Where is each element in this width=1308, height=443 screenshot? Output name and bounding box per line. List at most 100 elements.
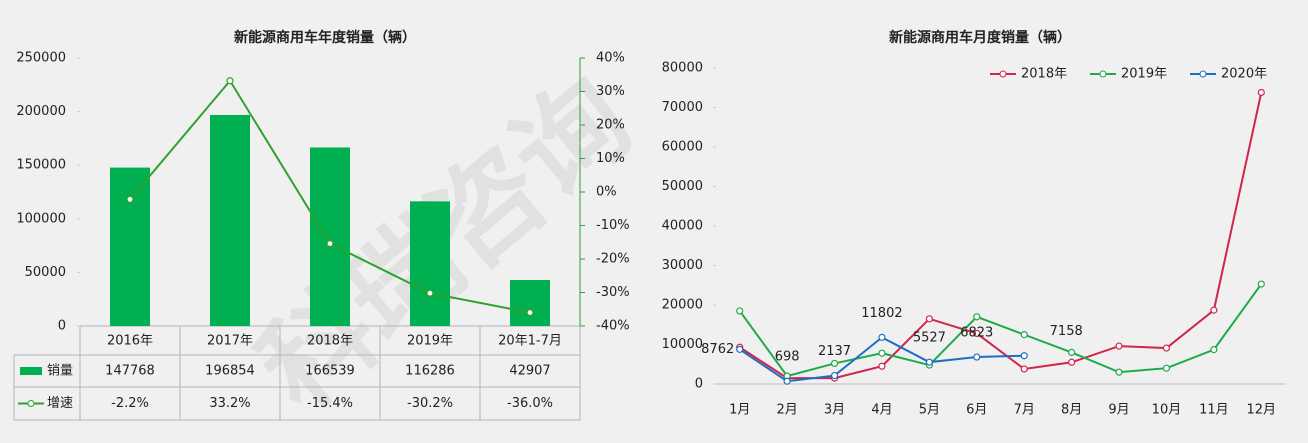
point (973, 329, 981, 338)
y-tick-label: 200000 (16, 104, 66, 119)
table-cell: 33.2% (209, 396, 250, 411)
data-label: 2137 (818, 344, 851, 359)
legend-marker (1099, 70, 1107, 78)
table-cell: 116286 (405, 364, 455, 379)
bar (510, 280, 550, 326)
y2-tick-label: -10% (596, 218, 630, 233)
point (878, 333, 886, 341)
y-tick-label: 20000 (662, 298, 703, 313)
x-tick-label: 10月 (1152, 403, 1182, 418)
y-tick-label: 250000 (16, 51, 66, 66)
y-tick-label: 60000 (662, 140, 703, 155)
y2-tick-label: -20% (596, 252, 630, 267)
table-cell: 42907 (509, 364, 550, 379)
point (925, 315, 933, 323)
point (830, 371, 839, 380)
x-tick-label: 2016年 (107, 334, 153, 349)
point (1210, 306, 1218, 314)
y2-tick-label: 0% (596, 185, 617, 200)
x-tick-label: 9月 (1108, 403, 1129, 418)
y-tick-label: 0 (695, 377, 703, 392)
x-tick-label: 6月 (966, 403, 987, 418)
point (1162, 344, 1171, 352)
bar (110, 167, 150, 326)
series-line (739, 92, 1263, 380)
bar (310, 147, 350, 326)
x-tick-label: 4月 (871, 403, 892, 418)
point (925, 358, 933, 366)
legend-label: 销量 (47, 364, 73, 379)
data-label: 8762 (701, 342, 734, 357)
x-tick-label: 7月 (1014, 403, 1035, 418)
y-tick-label: 80000 (662, 61, 703, 76)
point (1020, 352, 1028, 360)
point (973, 313, 981, 321)
y2-tick-label: 20% (596, 118, 625, 133)
table-cell: -2.2% (111, 396, 149, 411)
x-tick-label: 11月 (1199, 403, 1229, 418)
y-tick-label: 40000 (662, 219, 703, 234)
point (126, 195, 134, 203)
data-label: 698 (775, 350, 800, 365)
legend-swatch (20, 367, 42, 375)
table-cell: -30.2% (407, 396, 453, 411)
point (326, 239, 334, 248)
x-tick-label: 8月 (1061, 403, 1082, 418)
y-tick-label: 10000 (662, 337, 703, 352)
point (973, 353, 981, 361)
y2-tick-label: -30% (596, 285, 630, 300)
y-tick-label: 150000 (16, 158, 66, 173)
table-cell: 147768 (105, 364, 155, 379)
point (878, 362, 886, 370)
y-tick-label: 50000 (25, 265, 66, 280)
x-tick-label: 20年1-7月 (498, 334, 562, 349)
table-cell: -15.4% (307, 396, 353, 411)
x-tick-label: 2019年 (407, 334, 453, 349)
legend-marker (999, 70, 1007, 78)
legend-label: 2020年 (1221, 67, 1267, 82)
table-cell: 166539 (305, 364, 355, 379)
chart-title: 新能源商用车年度销量（辆） (234, 29, 416, 46)
y-tick-label: 50000 (662, 179, 703, 194)
y-tick-label: 30000 (662, 258, 703, 273)
data-label: 6823 (960, 326, 993, 341)
point (1115, 342, 1123, 350)
x-tick-label: 5月 (919, 403, 940, 418)
point (426, 289, 434, 297)
table-cell: 196854 (205, 364, 255, 379)
legend-marker (1199, 70, 1207, 78)
series-line (738, 283, 1263, 378)
x-tick-label: 2月 (776, 403, 797, 418)
data-label: 11802 (861, 306, 902, 321)
y2-tick-label: -40% (596, 319, 630, 334)
point (736, 345, 744, 353)
legend-marker (27, 400, 35, 407)
point (830, 359, 839, 368)
data-label: 5527 (913, 331, 946, 346)
y2-tick-label: 40% (596, 51, 625, 66)
point (1210, 346, 1218, 354)
legend-label: 2019年 (1121, 67, 1167, 82)
point (736, 307, 744, 315)
point (1115, 368, 1123, 376)
data-label: 7158 (1050, 324, 1083, 339)
x-tick-label: 1月 (729, 403, 750, 418)
legend-label: 增速 (47, 396, 73, 411)
point (1020, 331, 1028, 339)
y-tick-label: 100000 (16, 211, 66, 226)
y-tick-label: 70000 (662, 100, 703, 115)
point (1162, 364, 1171, 372)
y2-tick-label: 30% (596, 84, 625, 99)
point (1068, 348, 1076, 356)
point (878, 349, 886, 357)
bar (210, 114, 250, 327)
point (1257, 88, 1265, 97)
y2-tick-label: 10% (596, 151, 625, 166)
chart-title: 新能源商用车月度销量（辆） (889, 29, 1071, 46)
point (783, 377, 791, 385)
x-tick-label: 3月 (824, 403, 845, 418)
x-tick-label: 12月 (1247, 403, 1277, 418)
x-tick-label: 2018年 (307, 334, 353, 349)
point (1020, 365, 1028, 373)
